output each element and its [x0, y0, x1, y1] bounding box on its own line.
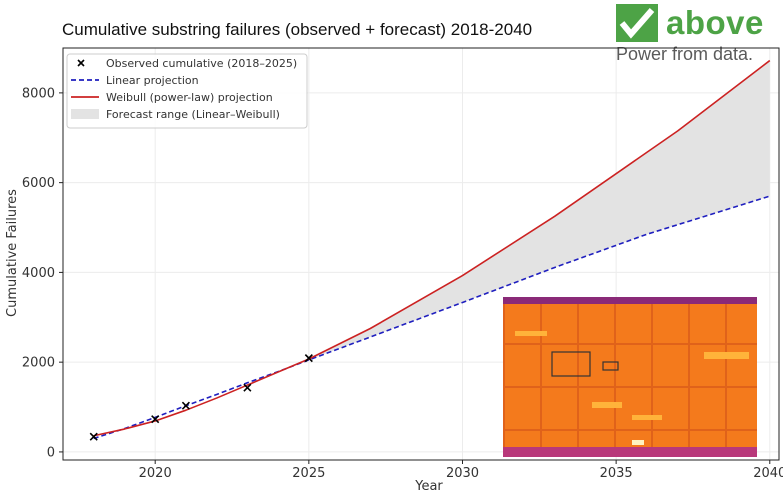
- thermal-highlight-box: [551, 351, 591, 377]
- y-tick-label: 2000: [22, 356, 55, 371]
- thermal-hotspot: [632, 440, 644, 445]
- weibull-projection-line: [93, 59, 771, 437]
- legend-item-linear: Linear projection: [106, 74, 199, 87]
- observed-point-marker: [89, 432, 98, 441]
- thermal-hotspot: [632, 415, 662, 420]
- checkmark-logo-icon: [616, 4, 658, 42]
- chart-title: Cumulative substring failures (observed …: [62, 20, 533, 39]
- plot-frame: [62, 47, 780, 461]
- y-axis-label: Cumulative Failures: [5, 189, 20, 317]
- legend-item-weibull: Weibull (power-law) projection: [106, 91, 273, 104]
- gridlines: [63, 48, 779, 460]
- observed-point-marker: [243, 383, 252, 392]
- x-tick-label: 2020: [139, 466, 172, 481]
- legend-box: [66, 53, 308, 129]
- y-tick-label: 6000: [22, 176, 55, 191]
- observed-point-marker: [304, 354, 313, 363]
- thermal-edge-top: [503, 297, 757, 304]
- x-tick-label: 2025: [292, 466, 325, 481]
- logo-tagline: Power from data.: [616, 44, 754, 64]
- y-tick-label: 4000: [22, 266, 55, 281]
- x-tick-label: 2030: [446, 466, 479, 481]
- observed-point-marker: [151, 415, 160, 424]
- legend-marker-x-icon: [77, 59, 85, 67]
- x-tick-label: 2035: [600, 466, 633, 481]
- legend: Observed cumulative (2018–2025) Linear p…: [66, 53, 308, 129]
- thermal-hotspot: [592, 402, 622, 408]
- observed-point-marker: [181, 401, 190, 410]
- brand-logo: above Power from data.: [614, 2, 780, 68]
- x-axis-label: Year: [414, 479, 443, 491]
- thermal-edge-bottom: [503, 447, 757, 457]
- x-tick-label: 2040: [753, 466, 783, 481]
- y-tick-label: 8000: [22, 86, 55, 101]
- legend-swatch-range: [71, 109, 99, 119]
- thermal-hotspot: [704, 352, 749, 359]
- legend-item-range: Forecast range (Linear–Weibull): [106, 108, 280, 121]
- logo-wordmark: above: [666, 4, 764, 41]
- forecast-range-band: [308, 60, 770, 360]
- thermal-highlight-box: [602, 361, 619, 371]
- y-tick-label: 0: [47, 445, 55, 460]
- thermal-inset-image: [503, 297, 757, 457]
- legend-item-observed: Observed cumulative (2018–2025): [106, 57, 297, 70]
- thermal-hotspot: [515, 331, 547, 336]
